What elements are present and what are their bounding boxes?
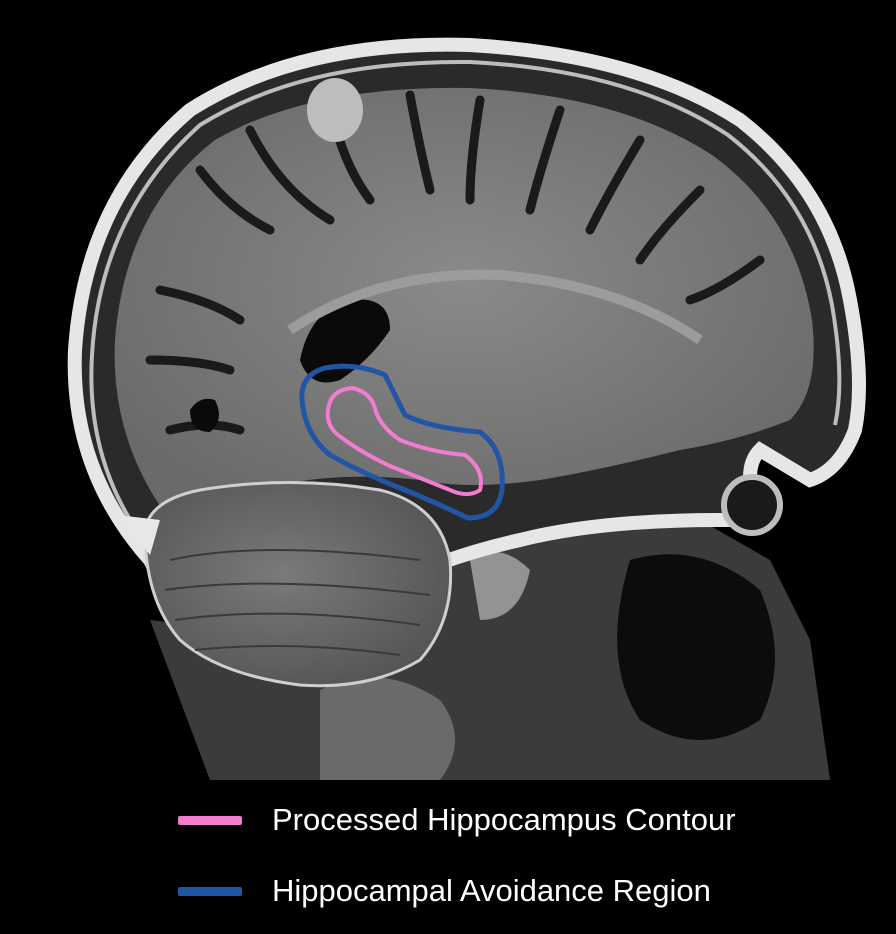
legend-swatch-pink (178, 816, 242, 825)
legend-label-avoidance: Hippocampal Avoidance Region (272, 873, 711, 908)
legend-swatch-blue (178, 887, 242, 896)
corpus-callosum (287, 269, 703, 345)
legend-item-hippocampus: Processed Hippocampus Contour (0, 792, 896, 842)
sagittal-mri-brain-image (67, 37, 866, 780)
legend: Processed Hippocampus Contour Hippocampa… (0, 780, 896, 934)
cerebrum (114, 87, 814, 521)
avoidance-region-contour (299, 363, 505, 521)
legend-label-hippocampus: Processed Hippocampus Contour (272, 802, 736, 837)
lateral-ventricle (300, 299, 390, 383)
eye-globe (721, 474, 783, 536)
legend-item-avoidance: Hippocampal Avoidance Region (0, 868, 896, 918)
bright-lesion (307, 78, 363, 142)
hippocampus-contour (325, 385, 483, 497)
